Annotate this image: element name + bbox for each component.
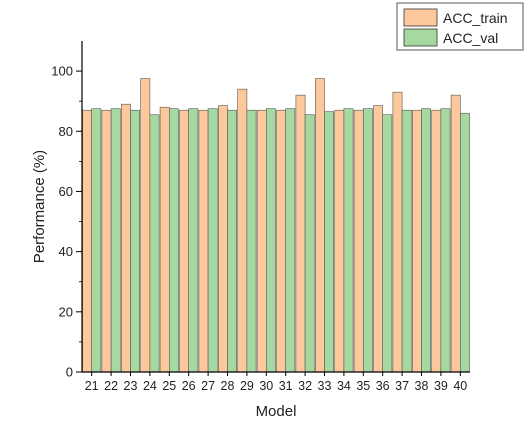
x-tick-label-37: 37 bbox=[395, 379, 409, 393]
legend-label-acc-train: ACC_train bbox=[443, 10, 508, 26]
bar-acc-val-38 bbox=[421, 108, 431, 373]
bar-acc-train-29 bbox=[237, 88, 248, 373]
x-tick-label-39: 39 bbox=[434, 379, 448, 393]
x-tick-label-25: 25 bbox=[162, 379, 176, 393]
bar-acc-train-38 bbox=[411, 109, 422, 373]
bar-acc-val-28 bbox=[227, 109, 237, 373]
legend: ACC_train ACC_val bbox=[396, 2, 524, 51]
bar-acc-val-27 bbox=[207, 108, 218, 373]
plot-area bbox=[82, 78, 470, 373]
bar-acc-train-27 bbox=[198, 109, 209, 373]
x-axis-label: Model bbox=[256, 403, 297, 420]
x-tick-label-28: 28 bbox=[221, 379, 235, 393]
x-tick-label-34: 34 bbox=[337, 379, 351, 393]
x-tick-label-27: 27 bbox=[201, 379, 215, 393]
bar-acc-train-37 bbox=[392, 91, 403, 373]
bar-acc-val-24 bbox=[149, 114, 160, 373]
bar-acc-train-33 bbox=[314, 78, 325, 373]
bar-acc-val-26 bbox=[188, 108, 199, 373]
bar-acc-val-29 bbox=[246, 109, 257, 373]
bar-acc-val-39 bbox=[440, 108, 451, 373]
bar-acc-val-22 bbox=[110, 108, 121, 373]
y-tick-label-100: 100 bbox=[51, 64, 73, 79]
bar-acc-train-26 bbox=[179, 109, 189, 373]
bar-acc-train-35 bbox=[353, 109, 364, 373]
x-tick-label-35: 35 bbox=[356, 379, 370, 393]
y-tick-label-40: 40 bbox=[59, 244, 73, 259]
bar-acc-val-31 bbox=[285, 108, 296, 373]
x-tick-label-33: 33 bbox=[318, 379, 332, 393]
bar-acc-val-35 bbox=[362, 108, 373, 373]
bar-acc-val-32 bbox=[304, 114, 315, 373]
bar-acc-val-23 bbox=[130, 109, 140, 373]
x-tick-label-36: 36 bbox=[376, 379, 390, 393]
x-tick-label-21: 21 bbox=[85, 379, 99, 393]
bar-acc-val-33 bbox=[324, 111, 334, 373]
x-tick-label-26: 26 bbox=[182, 379, 196, 393]
bar-acc-train-31 bbox=[276, 109, 286, 373]
bar-acc-train-36 bbox=[373, 105, 383, 373]
x-tick-label-24: 24 bbox=[143, 379, 157, 393]
x-tick-label-30: 30 bbox=[259, 379, 273, 393]
legend-swatch-acc-train bbox=[403, 8, 438, 27]
bar-acc-val-37 bbox=[401, 109, 412, 373]
x-tick-label-40: 40 bbox=[453, 379, 467, 393]
y-axis-label: Performance (%) bbox=[31, 150, 48, 263]
x-tick-label-23: 23 bbox=[124, 379, 138, 393]
bar-acc-train-30 bbox=[256, 109, 267, 373]
bar-acc-train-23 bbox=[121, 103, 131, 373]
y-tick-label-0: 0 bbox=[66, 365, 73, 380]
bar-acc-train-32 bbox=[295, 94, 306, 373]
bar-acc-train-21 bbox=[82, 109, 92, 373]
bar-acc-train-39 bbox=[431, 109, 442, 373]
bar-acc-val-21 bbox=[91, 108, 102, 373]
x-tick-label-32: 32 bbox=[298, 379, 312, 393]
x-tick-label-22: 22 bbox=[104, 379, 118, 393]
bar-acc-train-24 bbox=[140, 78, 151, 373]
bar-acc-val-30 bbox=[265, 108, 276, 373]
axes: 0 20 40 60 80 100 21 22 23 24 25 26 27 28 29 30 31 32 33 34… bbox=[51, 41, 470, 393]
y-tick-label-60: 60 bbox=[59, 184, 73, 199]
bar-acc-train-34 bbox=[334, 109, 345, 373]
legend-swatch-acc-val bbox=[403, 28, 438, 47]
x-tick-label-29: 29 bbox=[240, 379, 254, 393]
bar-acc-train-28 bbox=[218, 105, 228, 373]
x-tick-label-31: 31 bbox=[279, 379, 293, 393]
y-tick-label-20: 20 bbox=[59, 304, 73, 319]
bar-acc-val-36 bbox=[382, 114, 393, 373]
y-tick-label-80: 80 bbox=[59, 124, 73, 139]
bar-acc-train-25 bbox=[159, 106, 170, 373]
legend-label-acc-val: ACC_val bbox=[443, 30, 498, 46]
x-tick-label-38: 38 bbox=[415, 379, 429, 393]
bar-acc-train-40 bbox=[450, 94, 461, 373]
bar-acc-train-22 bbox=[101, 109, 112, 373]
bar-acc-val-25 bbox=[169, 108, 179, 373]
bar-acc-val-34 bbox=[343, 108, 354, 373]
bar-acc-val-40 bbox=[459, 112, 470, 373]
